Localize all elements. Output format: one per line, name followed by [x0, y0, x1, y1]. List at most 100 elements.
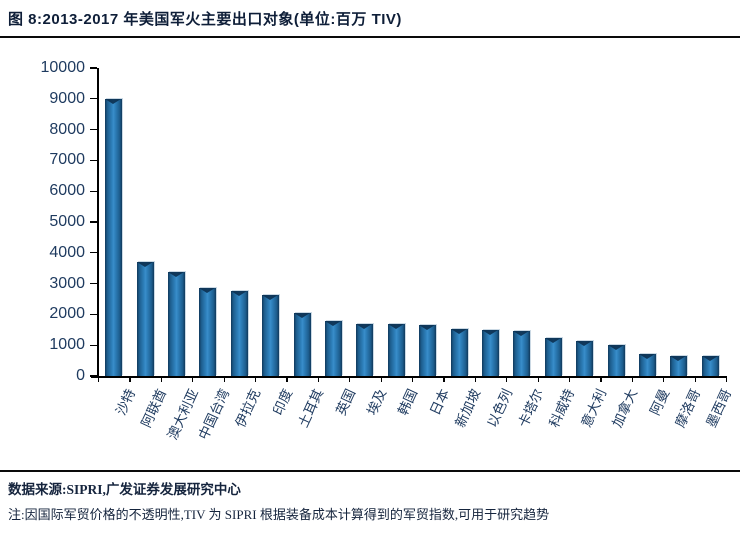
bar-cap [670, 355, 687, 361]
bar-新加坡 [450, 328, 468, 376]
x-axis-line [91, 376, 726, 378]
y-axis-tick [90, 129, 97, 131]
bar-cap [168, 272, 184, 278]
y-tick-label: 3000 [49, 274, 85, 292]
y-axis-tick [90, 221, 97, 223]
x-tick-label: 沙特 [112, 386, 138, 418]
y-tick-label: 5000 [49, 213, 85, 230]
x-axis-tick [506, 376, 508, 382]
bar-cap [450, 328, 467, 334]
x-axis-tick [192, 376, 194, 382]
x-tick-label: 阿曼 [646, 386, 672, 418]
bar-cap [544, 337, 561, 343]
x-axis-tick [223, 376, 225, 382]
x-tick-label: 韩国 [395, 386, 421, 418]
x-tick-label: 埃及 [364, 386, 390, 418]
y-tick-label: 7000 [49, 151, 85, 169]
bar-cap [482, 330, 498, 336]
x-tick-label: 伊拉克 [232, 386, 264, 430]
bar-卡塔尔 [513, 330, 531, 376]
y-axis-tick [90, 252, 97, 254]
bar-澳大利亚 [168, 272, 185, 376]
bar-cap [136, 261, 153, 267]
bar-英国 [325, 320, 342, 376]
x-axis-tick [537, 376, 539, 382]
x-axis-tick [726, 376, 728, 382]
bar-加拿大 [607, 344, 625, 376]
x-tick-label: 土耳其 [295, 386, 327, 430]
x-tick-label: 加拿大 [609, 386, 641, 430]
bar-埃及 [356, 323, 374, 376]
bar-摩洛哥 [670, 355, 688, 376]
x-axis-tick [663, 376, 665, 382]
y-tick-label: 4000 [49, 243, 85, 261]
x-tick-label: 以色列 [484, 386, 515, 430]
x-axis-tick [98, 376, 100, 382]
x-tick-label: 英国 [332, 386, 358, 418]
y-tick-label: 8000 [49, 120, 85, 138]
y-axis-line [97, 68, 99, 376]
bar-阿曼 [639, 354, 656, 376]
bar-cap [387, 323, 404, 329]
y-tick-label: 2000 [49, 305, 85, 323]
x-axis-tick [255, 376, 257, 382]
footer-divider [0, 470, 740, 472]
bar-伊拉克 [230, 291, 248, 376]
bar-阿联酋 [136, 261, 154, 376]
bar-cap [576, 341, 593, 347]
bar-沙特 [105, 98, 123, 376]
y-axis-tick [90, 283, 97, 285]
bar-cap [701, 356, 718, 362]
title-divider [0, 36, 740, 38]
bar-科威特 [544, 337, 562, 376]
footnote: 注:因国际军贸价格的不透明性,TIV 为 SIPRI 根据装备成本计算得到的军贸… [8, 507, 550, 522]
x-axis-tick [569, 376, 571, 382]
bar-cap [639, 354, 655, 360]
y-tick-label: 1000 [49, 336, 85, 354]
x-axis-tick [317, 376, 320, 382]
x-axis-tick [129, 376, 131, 382]
y-axis-tick [90, 344, 97, 346]
bar-韩国 [387, 323, 405, 376]
x-tick-label: 意大利 [578, 386, 609, 430]
x-tick-label: 新加坡 [452, 386, 484, 430]
y-tick-label: 9000 [49, 89, 85, 107]
x-axis-tick [631, 376, 634, 382]
y-axis-tick [90, 375, 97, 377]
y-tick-label: 0 [76, 367, 85, 384]
bar-cap [199, 288, 216, 294]
bar-cap [293, 312, 310, 318]
y-tick-label: 6000 [49, 182, 85, 200]
data-source: 数据来源:SIPRI,广发证券发展研究中心 [8, 482, 241, 497]
y-tick-label: 10000 [40, 59, 86, 76]
y-axis-tick [90, 313, 97, 316]
bar-日本 [419, 325, 437, 376]
y-axis-tick [90, 190, 97, 192]
x-axis-tick [160, 376, 163, 382]
x-tick-label: 日本 [426, 386, 452, 418]
bar-cap [262, 295, 279, 301]
x-axis-tick [349, 376, 351, 382]
bar-cap [356, 323, 373, 329]
y-axis-tick [90, 67, 97, 69]
x-tick-label: 墨西哥 [703, 386, 735, 430]
figure-title: 图 8:2013-2017 年美国军火主要出口对象(单位:百万 TIV) [8, 11, 402, 28]
bar-土耳其 [293, 312, 311, 376]
x-tick-label: 卡塔尔 [515, 386, 547, 430]
bar-墨西哥 [701, 356, 719, 376]
x-axis-tick [412, 376, 414, 382]
bar-印度 [262, 295, 280, 376]
x-tick-label: 科威特 [546, 386, 578, 430]
x-axis-tick [474, 376, 477, 382]
bar-cap [325, 320, 341, 326]
x-axis-tick [380, 376, 382, 382]
x-axis-tick [694, 376, 696, 382]
bar-cap [105, 98, 122, 104]
y-axis-tick [90, 98, 97, 100]
bar-cap [607, 344, 624, 350]
bar-cap [230, 291, 247, 297]
bar-cap [419, 325, 436, 331]
bar-中国台湾 [199, 288, 217, 376]
x-axis-tick [286, 376, 288, 382]
